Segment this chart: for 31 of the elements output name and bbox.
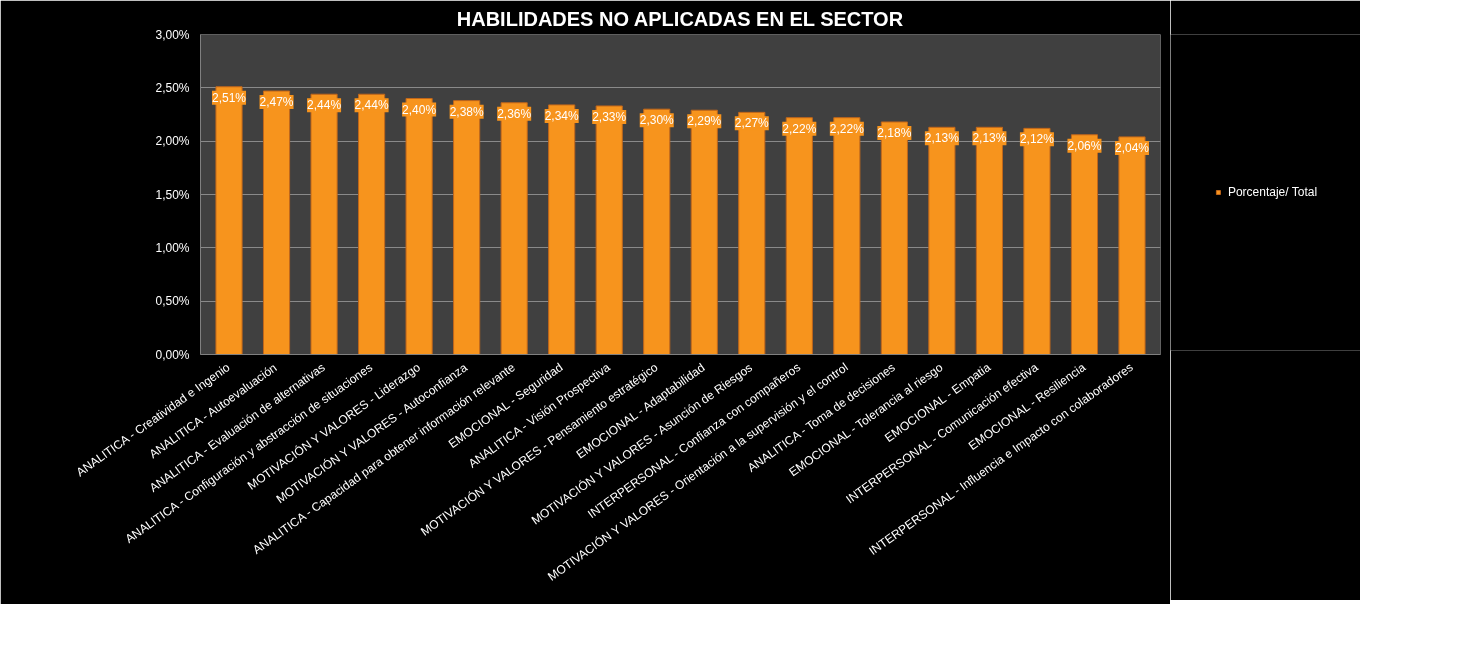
y-tick-label: 1,00% <box>155 240 190 255</box>
data-label: 2,22% <box>782 121 817 136</box>
legend-label: Porcentaje/ Total <box>1227 185 1318 199</box>
bar <box>1070 134 1099 355</box>
data-label: 2,12% <box>1019 132 1055 147</box>
data-label: 2,27% <box>734 116 770 131</box>
data-label: 2,30% <box>639 113 675 128</box>
data-label: 2,38% <box>449 104 484 119</box>
data-label: 2,22% <box>829 121 865 136</box>
y-tick-label: 2,00% <box>155 134 190 149</box>
y-tick-label: 3,00% <box>155 27 190 42</box>
data-label: 2,33% <box>592 109 627 124</box>
data-label: 2,13% <box>972 131 1007 146</box>
chart-title: HABILIDADES NO APLICADAS EN EL SECTOR <box>456 7 904 30</box>
bar <box>262 90 291 355</box>
y-tick-label: 2,50% <box>155 80 190 95</box>
data-label: 2,47% <box>259 95 294 110</box>
data-label: 2,44% <box>307 98 342 113</box>
y-tick-label: 0,00% <box>155 347 190 362</box>
data-label: 2,34% <box>544 108 580 123</box>
y-tick-label: 0,50% <box>155 294 190 309</box>
data-label: 2,18% <box>877 125 912 140</box>
y-tick-label: 1,50% <box>155 187 190 202</box>
data-label: 2,36% <box>497 106 532 121</box>
data-label: 2,13% <box>924 131 960 146</box>
data-label: 2,04% <box>1114 140 1150 155</box>
data-label: 2,40% <box>402 102 437 117</box>
data-label: 2,51% <box>212 90 247 105</box>
data-label: 2,44% <box>354 98 389 113</box>
data-label: 2,06% <box>1067 138 1102 153</box>
data-label: 2,29% <box>687 114 722 129</box>
